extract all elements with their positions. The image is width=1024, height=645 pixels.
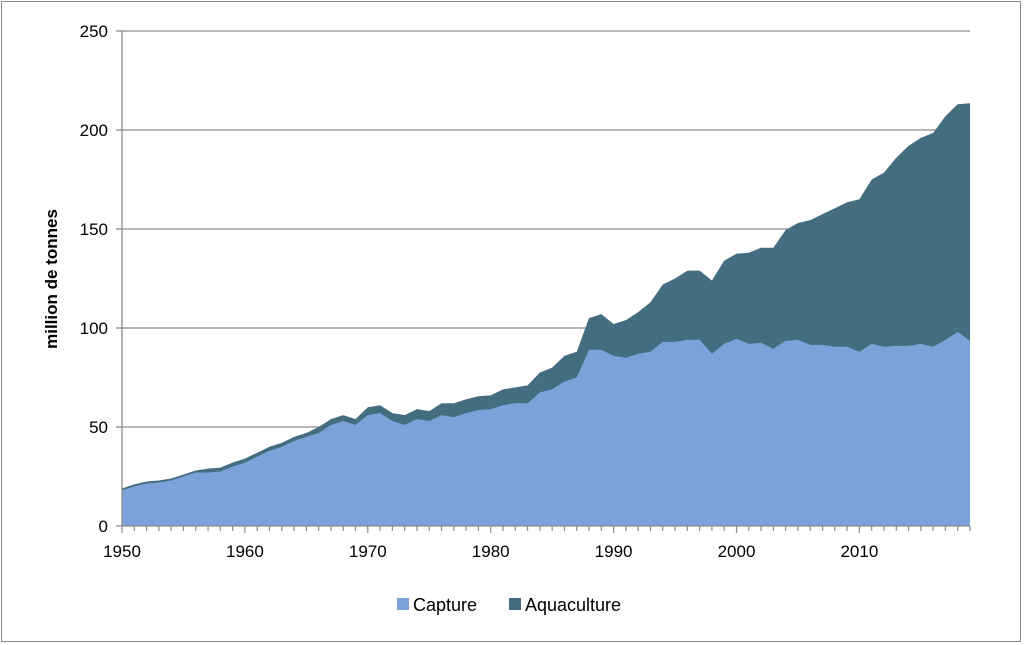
- y-tick-label: 50: [89, 418, 108, 437]
- y-tick-label: 250: [80, 22, 108, 41]
- x-tick-label: 2010: [840, 542, 878, 561]
- x-tick-label: 1980: [472, 542, 510, 561]
- x-tick-label: 1960: [226, 542, 264, 561]
- y-axis-label: million de tonnes: [42, 209, 61, 349]
- y-tick-label: 100: [80, 319, 108, 338]
- y-tick-labels: 0 50 100 150 200 250: [80, 22, 108, 536]
- x-tick-label: 1970: [349, 542, 387, 561]
- legend: Capture Aquaculture: [397, 595, 621, 615]
- axes: [116, 30, 971, 533]
- y-tick-label: 150: [80, 220, 108, 239]
- y-tick-label: 200: [80, 121, 108, 140]
- series-capture-area: [122, 331, 970, 526]
- x-tick-label: 1950: [103, 542, 141, 561]
- legend-label-aquaculture: Aquaculture: [525, 595, 621, 615]
- x-tick-labels: 1950 1960 1970 1980 1990 2000 2010: [103, 542, 878, 561]
- y-tick-label: 0: [99, 517, 108, 536]
- x-tick-label: 2000: [718, 542, 756, 561]
- legend-label-capture: Capture: [413, 595, 477, 615]
- legend-swatch-capture: [397, 598, 409, 610]
- plot-areas: [122, 103, 970, 527]
- legend-swatch-aquaculture: [509, 598, 521, 610]
- x-tick-label: 1990: [595, 542, 633, 561]
